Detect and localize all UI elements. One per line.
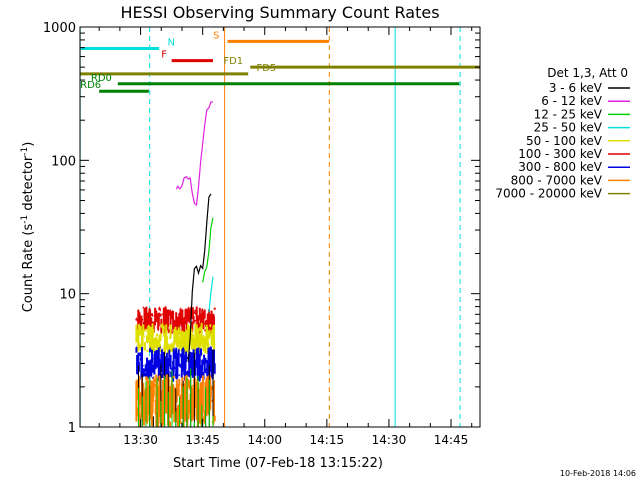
x-tick-label: 14:30 — [372, 433, 407, 447]
x-tick-label: 14:15 — [310, 433, 345, 447]
axis-ticks: 13:30 13:45 14:00 14:15 14:30 14:45 1 10 100 1000 — [43, 21, 480, 447]
legend-entry-label: 12 - 25 keV — [534, 107, 603, 121]
flag-label: RD0 — [91, 73, 112, 84]
timestamp: 10-Feb-2018 14:06 — [560, 469, 636, 478]
y-tick-label: 1000 — [43, 21, 76, 36]
legend-entry-label: 100 - 300 keV — [518, 147, 602, 161]
y-axis-label-mid: detector — [21, 155, 36, 215]
legend-entry-label: 7000 - 20000 keV — [495, 187, 602, 201]
chart-title: HESSI Observing Summary Count Rates — [120, 3, 439, 22]
flag-label: RD6 — [80, 80, 101, 91]
flag-label: F — [161, 50, 167, 61]
legend-entry-label: 3 - 6 keV — [549, 81, 603, 95]
y-axis-label-sup1: -1 — [20, 215, 30, 224]
y-axis-label-end: ) — [21, 142, 36, 147]
series-line — [202, 217, 214, 283]
series-line — [208, 276, 214, 313]
x-tick-label: 14:45 — [434, 433, 469, 447]
y-axis-label-base: Count Rate (s — [21, 224, 36, 313]
flag-label: N — [167, 37, 174, 48]
x-tick-label: 14:00 — [247, 433, 282, 447]
flag-label: S — [213, 30, 219, 41]
x-tick-label: 13:30 — [123, 433, 158, 447]
legend-entry-label: 300 - 800 keV — [518, 160, 602, 174]
plot-frame — [79, 26, 481, 428]
legend-header: Det 1,3, Att 0 — [547, 66, 628, 80]
legend-entry-label: 6 - 12 keV — [541, 94, 603, 108]
legend-entry-label: 50 - 100 keV — [526, 134, 603, 148]
y-tick-label: 100 — [51, 154, 76, 169]
legend-entry-label: 800 - 7000 keV — [511, 173, 603, 187]
flag-label: FD1 — [223, 56, 243, 67]
legend-entry-label: 25 - 50 keV — [534, 121, 603, 135]
y-tick-label: 10 — [59, 288, 76, 303]
y-axis-label-sup2: -1 — [20, 147, 30, 156]
chart-marks — [80, 39, 480, 428]
series-line — [187, 193, 212, 362]
flag-label: FD5 — [256, 63, 276, 74]
x-tick-label: 13:45 — [185, 433, 220, 447]
series-line — [175, 101, 214, 207]
y-axis-label: Count Rate (s-1 detector-1) — [20, 142, 36, 313]
y-tick-label: 1 — [68, 421, 76, 436]
x-axis-label: Start Time (07-Feb-18 13:15:22) — [173, 456, 383, 471]
